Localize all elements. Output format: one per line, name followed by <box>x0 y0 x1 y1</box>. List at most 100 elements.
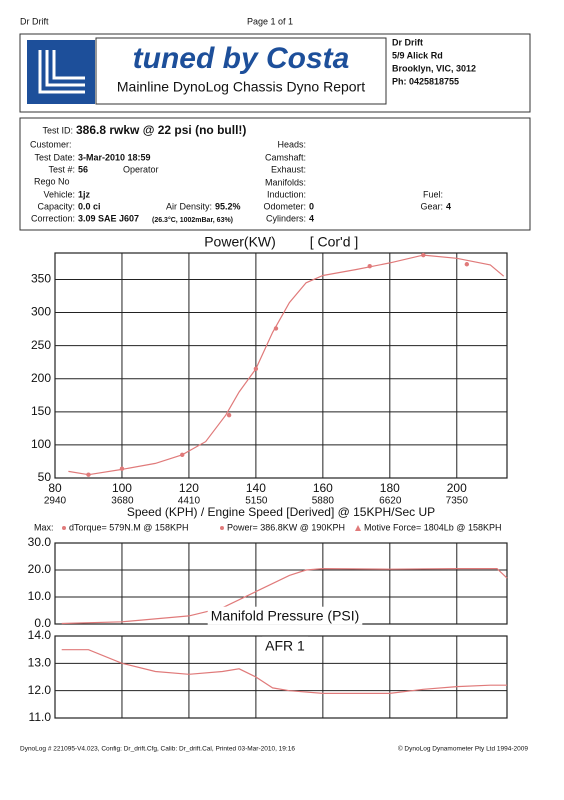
data-marker <box>226 412 232 418</box>
y-tick-label: 250 <box>31 338 51 352</box>
field-value: 1jz <box>78 189 91 199</box>
max-item: dTorque= 579N.M @ 158KPH <box>69 522 188 532</box>
header-left: Dr Drift <box>20 16 49 26</box>
y-tick-label: 50 <box>38 470 52 484</box>
field-label: Fuel: <box>423 189 443 199</box>
x-tick-label: 120 <box>179 481 199 495</box>
data-line <box>61 567 508 625</box>
y-tick-label: 0.0 <box>34 616 51 630</box>
x-tick-label: 100 <box>112 481 132 495</box>
data-marker <box>367 264 372 269</box>
legend-symbol <box>355 525 361 531</box>
data-marker <box>86 472 91 477</box>
x-tick-label: 160 <box>313 481 333 495</box>
legend-symbol <box>220 526 224 530</box>
y-tick-label: 13.0 <box>28 656 52 670</box>
data-marker <box>464 262 470 267</box>
field-label: Vehicle: <box>43 189 75 199</box>
logo-mark <box>27 40 95 104</box>
field-value: 56 <box>78 164 88 174</box>
field-label: Capacity: <box>37 201 75 211</box>
field-value: 3.09 SAE J607 <box>78 213 139 223</box>
footer-left: DynoLog # 221095-V4.023, Config: Dr_drif… <box>20 746 295 753</box>
y-tick-label: 150 <box>31 404 51 418</box>
data-marker <box>253 366 259 372</box>
field-label: Camshaft: <box>265 152 306 162</box>
chart-annotation: [ Cor'd ] <box>310 234 359 250</box>
title-background <box>262 636 309 655</box>
field-label: Heads: <box>277 139 306 149</box>
field-label: Air Density: <box>166 201 212 211</box>
field-value: 4 <box>446 201 451 211</box>
field-label: Cylinders: <box>266 213 306 223</box>
field-label: Test Date: <box>34 152 75 162</box>
y-tick-label: 11.0 <box>29 710 52 724</box>
y-tick-label: 12.0 <box>28 683 52 697</box>
field-detail: (26.3°C, 1002mBar, 63%) <box>152 216 233 224</box>
max-item: Motive Force= 1804Lb @ 158KPH <box>364 522 501 532</box>
y-tick-label: 14.0 <box>28 628 52 642</box>
field-value: 0 <box>309 201 314 211</box>
field-label: Manifolds: <box>265 177 306 187</box>
field-label: Operator <box>123 164 159 174</box>
field-label: Gear: <box>420 201 443 211</box>
address-line: 5/9 Alick Rd <box>392 50 443 60</box>
field-label: Correction: <box>31 213 75 223</box>
field-label: Odometer: <box>263 201 306 211</box>
legend-symbol <box>62 526 66 530</box>
field-label: Rego No <box>34 176 70 186</box>
max-label: Max: <box>34 522 54 532</box>
x-tick-label: 180 <box>380 481 400 495</box>
field-value: 95.2% <box>215 201 241 211</box>
data-marker <box>180 452 185 458</box>
y-tick-label: 300 <box>31 305 51 319</box>
page-number: Page 1 of 1 <box>247 16 293 26</box>
x2-tick-label: 5150 <box>245 496 268 507</box>
header-frame <box>19 33 531 113</box>
x2-tick-label: 4410 <box>178 496 201 507</box>
y-tick-label: 350 <box>31 272 51 286</box>
x-axis-label: Speed (KPH) / Engine Speed [Derived] @ 1… <box>127 505 435 519</box>
y-tick-label: 100 <box>31 437 51 451</box>
address-line: Brooklyn, VIC, 3012 <box>392 63 476 73</box>
x2-tick-label: 5880 <box>312 496 335 507</box>
info-frame <box>19 117 531 231</box>
x2-tick-label: 3680 <box>111 496 134 507</box>
y-tick-label: 20.0 <box>28 562 52 576</box>
x-tick-label: 80 <box>48 481 62 495</box>
field-value: 386.8 rwkw @ 22 psi (no bull!) <box>76 123 246 137</box>
logo-subtitle: Mainline DynoLog Chassis Dyno Report <box>117 79 365 95</box>
address-line: Ph: 0425818755 <box>392 76 459 86</box>
field-value: 4 <box>309 213 314 223</box>
chart-title: Power(KW) <box>204 234 276 250</box>
title-background <box>207 606 363 625</box>
logo-frame <box>95 37 387 105</box>
y-tick-label: 200 <box>31 371 51 385</box>
x2-tick-label: 6620 <box>379 496 402 507</box>
plot-frame <box>54 252 508 479</box>
x2-tick-label: 2940 <box>44 496 67 507</box>
field-label: Test #: <box>48 164 75 174</box>
x2-tick-label: 7350 <box>446 496 469 507</box>
chart-title: AFR 1 <box>265 638 305 654</box>
field-value: 0.0 ci <box>78 201 101 211</box>
address-line: Dr Drift <box>392 37 423 47</box>
max-item: Power= 386.8KW @ 190KPH <box>227 522 345 532</box>
data-marker <box>421 252 426 258</box>
data-marker <box>119 466 125 471</box>
field-label: Induction: <box>267 189 306 199</box>
x-tick-label: 200 <box>447 481 467 495</box>
field-label: Customer: <box>30 139 72 149</box>
y-tick-label: 10.0 <box>28 589 52 603</box>
x-tick-label: 140 <box>246 481 266 495</box>
data-line <box>61 649 507 694</box>
footer-right: © DynoLog Dynamometer Pty Ltd 1994-2009 <box>398 745 529 753</box>
logo-title: tuned by Costa <box>133 42 350 75</box>
y-tick-label: 30.0 <box>28 535 52 549</box>
field-value: 3-Mar-2010 18:59 <box>78 152 151 162</box>
field-label: Test ID: <box>42 125 73 135</box>
chart-title: Manifold Pressure (PSI) <box>211 608 360 624</box>
field-label: Exhaust: <box>271 164 306 174</box>
data-marker <box>273 326 279 331</box>
